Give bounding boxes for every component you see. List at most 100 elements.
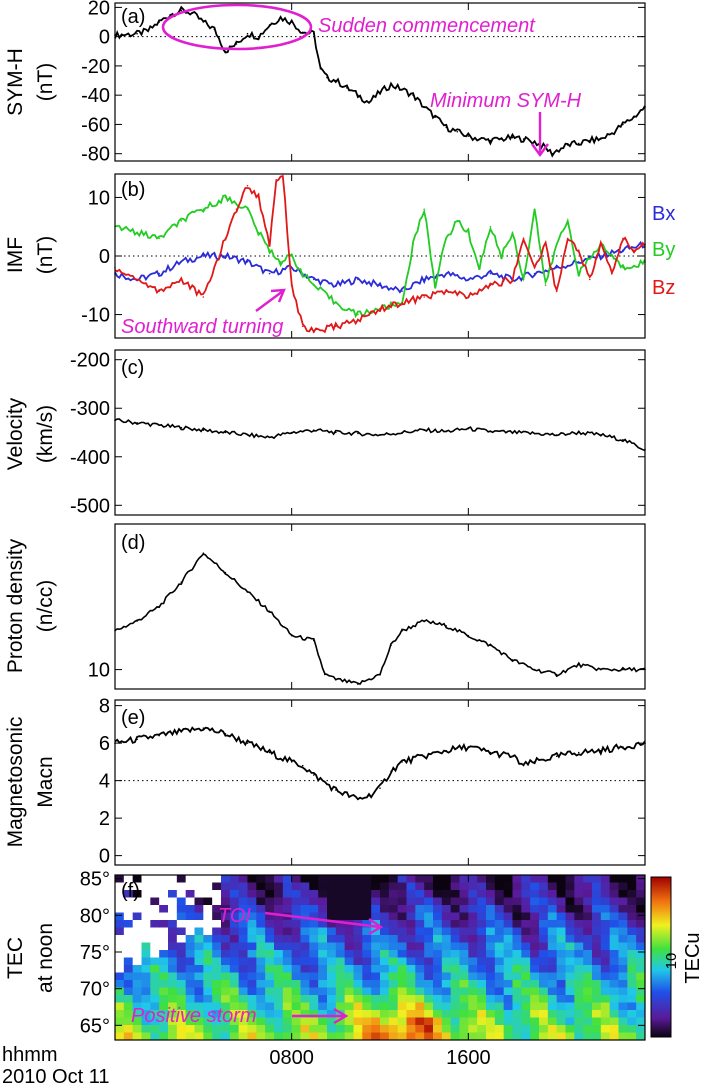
heatmap-cell	[212, 1002, 222, 1011]
data-point	[522, 278, 525, 281]
heatmap-cell	[203, 1002, 213, 1011]
heatmap-cell	[212, 927, 222, 936]
heatmap-cell	[503, 1017, 513, 1026]
heatmap-cell	[371, 927, 381, 936]
heatmap-cell	[229, 987, 240, 996]
heatmap-cell	[265, 995, 275, 1003]
heatmap-cell	[574, 927, 584, 936]
heatmap-cell	[238, 942, 248, 951]
heatmap-cell	[132, 920, 142, 928]
heatmap-cell	[433, 912, 443, 921]
heatmap-cell	[468, 995, 478, 1003]
heatmap-cell	[512, 972, 522, 981]
heatmap-cell	[592, 920, 602, 928]
heatmap-cell	[194, 1032, 204, 1041]
heatmap-cell	[212, 912, 222, 921]
data-point	[323, 673, 326, 676]
data-point	[180, 278, 183, 281]
heatmap-cell	[282, 935, 293, 943]
heatmap-cell	[618, 912, 628, 921]
heatmap-cell	[194, 927, 204, 936]
heatmap-cell	[274, 957, 284, 966]
heatmap-cell	[450, 980, 460, 988]
data-point	[555, 290, 558, 292]
heatmap-cell	[592, 995, 602, 1003]
heatmap-cell	[380, 1017, 390, 1026]
heatmap-cell	[547, 942, 558, 951]
heatmap-cell	[494, 890, 505, 898]
heatmap-cell	[150, 980, 160, 988]
series-line-proton-density	[114, 553, 646, 685]
heatmap-cell	[521, 987, 531, 996]
heatmap-cell	[256, 882, 266, 891]
heatmap-cell	[459, 890, 469, 898]
heatmap-cell	[274, 897, 284, 906]
heatmap-cell	[256, 995, 266, 1003]
data-point	[401, 88, 403, 91]
heatmap-cell	[159, 897, 169, 906]
heatmap-cell	[388, 987, 399, 996]
heatmap-cell	[203, 980, 213, 988]
heatmap-cell	[318, 882, 328, 891]
heatmap-cell	[150, 987, 160, 996]
heatmap-cell	[459, 920, 469, 928]
data-point	[180, 731, 183, 733]
panel-a-label: (a)	[121, 6, 145, 28]
heatmap-cell	[547, 950, 558, 958]
heatmap-cell	[300, 995, 310, 1003]
y-tick-label: 70°	[80, 979, 110, 1001]
heatmap-cell	[371, 1032, 381, 1041]
heatmap-cell	[592, 987, 602, 996]
heatmap-cell	[530, 927, 540, 936]
heatmap-cell	[556, 957, 566, 966]
heatmap-cell	[574, 1002, 584, 1011]
y-tick-label: 8	[99, 696, 110, 718]
heatmap-cell	[494, 905, 505, 913]
heatmap-cell	[503, 905, 513, 913]
heatmap-cell	[274, 935, 284, 943]
data-point	[544, 243, 547, 246]
heatmap-cell	[123, 875, 134, 883]
heatmap-cell	[477, 987, 487, 996]
heatmap-cell	[150, 875, 160, 883]
data-point	[434, 284, 437, 287]
heatmap-cell	[274, 995, 284, 1003]
heatmap-cell	[583, 950, 593, 958]
data-point	[600, 434, 602, 436]
heatmap-cell	[229, 1025, 240, 1033]
heatmap-cell	[468, 927, 478, 936]
heatmap-cell	[486, 1025, 496, 1033]
heatmap-cell	[530, 890, 540, 898]
heatmap-cell	[141, 1017, 151, 1026]
heatmap-cell	[335, 965, 346, 973]
heatmap-cell	[371, 1002, 381, 1011]
heatmap-cell	[433, 1010, 443, 1018]
data-point	[235, 208, 238, 210]
heatmap-cell	[512, 995, 522, 1003]
heatmap-cell	[565, 942, 575, 951]
heatmap-cell	[229, 890, 240, 898]
heatmap-cell	[477, 1025, 487, 1033]
heatmap-cell	[353, 882, 363, 891]
heatmap-cell	[556, 1002, 566, 1011]
heatmap-cell	[309, 1017, 319, 1026]
heatmap-cell	[115, 1025, 125, 1033]
heatmap-cell	[380, 942, 390, 951]
y-tick-label: 20	[88, 0, 110, 19]
heatmap-cell	[600, 897, 611, 906]
heatmap-cell	[150, 950, 160, 958]
heatmap-cell	[459, 1032, 469, 1041]
heatmap-cell	[494, 1017, 505, 1026]
heatmap-cell	[565, 950, 575, 958]
heatmap-cell	[176, 950, 187, 958]
heatmap-cell	[159, 875, 169, 883]
heatmap-cell	[468, 1002, 478, 1011]
heatmap-cell	[556, 897, 566, 906]
heatmap-cell	[618, 1017, 628, 1026]
heatmap-cell	[592, 882, 602, 891]
heatmap-cell	[388, 875, 399, 883]
heatmap-cell	[212, 920, 222, 928]
data-point	[489, 644, 492, 647]
data-point	[566, 144, 569, 146]
